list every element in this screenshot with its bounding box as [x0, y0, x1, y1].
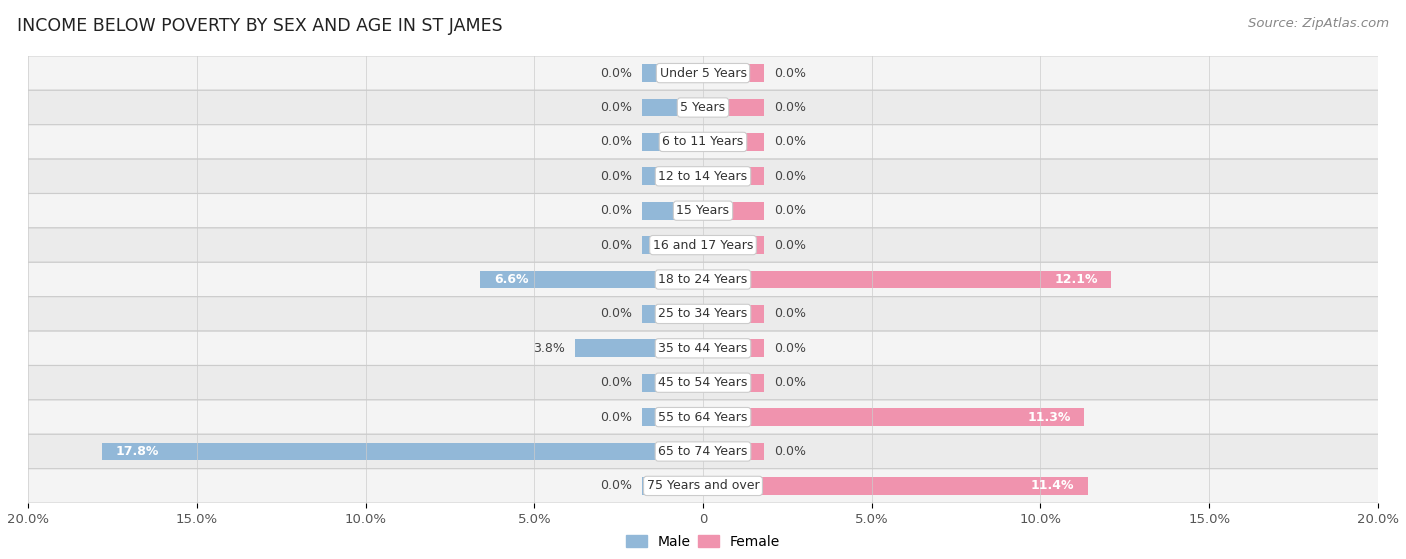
Bar: [643, 64, 703, 82]
Text: 0.0%: 0.0%: [773, 135, 806, 148]
Bar: [703, 408, 1084, 426]
FancyBboxPatch shape: [11, 297, 1395, 331]
FancyBboxPatch shape: [11, 228, 1395, 262]
FancyBboxPatch shape: [11, 159, 1395, 193]
Text: 35 to 44 Years: 35 to 44 Years: [658, 342, 748, 355]
Bar: [703, 133, 763, 151]
Bar: [643, 305, 703, 323]
Bar: [643, 477, 703, 495]
Bar: [703, 167, 763, 185]
Text: 18 to 24 Years: 18 to 24 Years: [658, 273, 748, 286]
Bar: [643, 202, 703, 220]
Text: 0.0%: 0.0%: [773, 67, 806, 79]
Text: 12.1%: 12.1%: [1054, 273, 1098, 286]
Bar: [643, 236, 703, 254]
Bar: [643, 374, 703, 392]
Text: Source: ZipAtlas.com: Source: ZipAtlas.com: [1249, 17, 1389, 30]
Text: 3.8%: 3.8%: [533, 342, 565, 355]
Text: 0.0%: 0.0%: [600, 204, 633, 217]
Text: 11.4%: 11.4%: [1031, 480, 1074, 492]
Text: 0.0%: 0.0%: [600, 67, 633, 79]
Bar: [103, 443, 703, 461]
Text: 0.0%: 0.0%: [600, 135, 633, 148]
Bar: [703, 202, 763, 220]
Text: 65 to 74 Years: 65 to 74 Years: [658, 445, 748, 458]
Text: 75 Years and over: 75 Years and over: [647, 480, 759, 492]
FancyBboxPatch shape: [11, 125, 1395, 159]
Bar: [481, 271, 703, 288]
Text: Under 5 Years: Under 5 Years: [659, 67, 747, 79]
Bar: [703, 477, 1088, 495]
Text: 0.0%: 0.0%: [600, 411, 633, 424]
FancyBboxPatch shape: [11, 91, 1395, 125]
FancyBboxPatch shape: [11, 468, 1395, 503]
Bar: [703, 339, 763, 357]
Bar: [575, 339, 703, 357]
FancyBboxPatch shape: [11, 331, 1395, 366]
Text: 0.0%: 0.0%: [600, 376, 633, 389]
Text: INCOME BELOW POVERTY BY SEX AND AGE IN ST JAMES: INCOME BELOW POVERTY BY SEX AND AGE IN S…: [17, 17, 502, 35]
Bar: [703, 236, 763, 254]
Text: 0.0%: 0.0%: [773, 376, 806, 389]
Bar: [643, 408, 703, 426]
Text: 0.0%: 0.0%: [773, 204, 806, 217]
Bar: [703, 271, 1111, 288]
Text: 0.0%: 0.0%: [773, 445, 806, 458]
Legend: Male, Female: Male, Female: [620, 529, 786, 555]
Text: 11.3%: 11.3%: [1028, 411, 1071, 424]
Text: 25 to 34 Years: 25 to 34 Years: [658, 307, 748, 320]
FancyBboxPatch shape: [11, 193, 1395, 228]
Text: 16 and 17 Years: 16 and 17 Years: [652, 239, 754, 252]
FancyBboxPatch shape: [11, 56, 1395, 91]
Text: 12 to 14 Years: 12 to 14 Years: [658, 170, 748, 183]
Text: 0.0%: 0.0%: [773, 239, 806, 252]
Bar: [643, 98, 703, 116]
Text: 0.0%: 0.0%: [773, 170, 806, 183]
FancyBboxPatch shape: [11, 400, 1395, 434]
Text: 0.0%: 0.0%: [600, 170, 633, 183]
Text: 55 to 64 Years: 55 to 64 Years: [658, 411, 748, 424]
Text: 0.0%: 0.0%: [600, 101, 633, 114]
Bar: [703, 98, 763, 116]
Bar: [703, 374, 763, 392]
Bar: [643, 167, 703, 185]
Text: 0.0%: 0.0%: [600, 307, 633, 320]
Bar: [703, 305, 763, 323]
Text: 5 Years: 5 Years: [681, 101, 725, 114]
Text: 0.0%: 0.0%: [600, 239, 633, 252]
Bar: [643, 133, 703, 151]
Bar: [703, 64, 763, 82]
Text: 0.0%: 0.0%: [773, 342, 806, 355]
Text: 15 Years: 15 Years: [676, 204, 730, 217]
FancyBboxPatch shape: [11, 262, 1395, 297]
FancyBboxPatch shape: [11, 434, 1395, 468]
FancyBboxPatch shape: [11, 366, 1395, 400]
Bar: [703, 443, 763, 461]
Text: 45 to 54 Years: 45 to 54 Years: [658, 376, 748, 389]
Text: 0.0%: 0.0%: [773, 307, 806, 320]
Text: 17.8%: 17.8%: [115, 445, 159, 458]
Text: 6 to 11 Years: 6 to 11 Years: [662, 135, 744, 148]
Text: 0.0%: 0.0%: [773, 101, 806, 114]
Text: 0.0%: 0.0%: [600, 480, 633, 492]
Text: 6.6%: 6.6%: [494, 273, 529, 286]
